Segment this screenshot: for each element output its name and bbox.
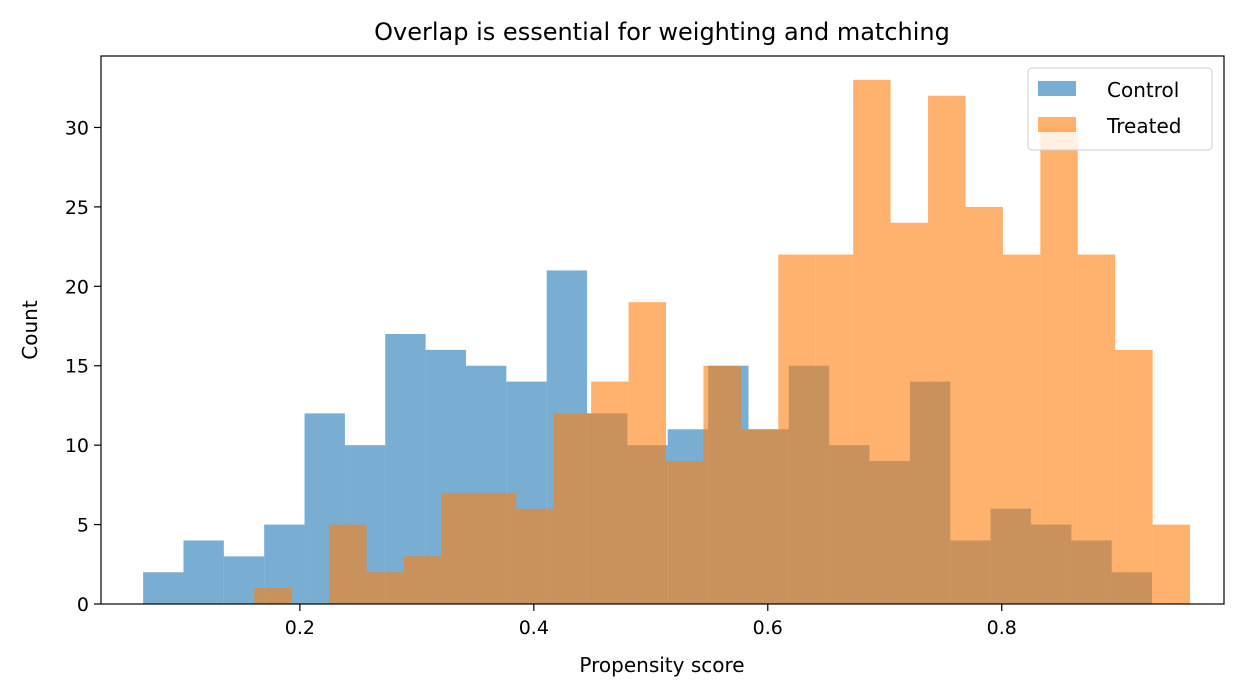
bar-treated-7 xyxy=(516,508,554,604)
legend: Control Treated xyxy=(1027,67,1213,151)
bar-treated-8 xyxy=(553,413,592,604)
bar-treated-6 xyxy=(478,492,517,604)
bar-treated-5 xyxy=(441,492,479,604)
bar-treated-13 xyxy=(740,429,779,604)
bar-treated-11 xyxy=(666,461,704,604)
legend-swatch-control xyxy=(1038,81,1076,96)
bar-treated-24 xyxy=(1152,524,1191,604)
legend-label-control: Control xyxy=(1107,78,1179,102)
bar-treated-23 xyxy=(1115,349,1153,604)
bar-treated-14 xyxy=(778,254,816,604)
bar-control-1 xyxy=(183,540,224,604)
y-tick-label-1: 5 xyxy=(77,515,89,537)
bar-control-0 xyxy=(143,572,184,604)
plot-frame xyxy=(100,55,1225,605)
legend-label-treated: Treated xyxy=(1106,114,1181,138)
y-tick-label-6: 30 xyxy=(65,117,89,139)
y-tick-label-2: 10 xyxy=(65,435,89,457)
bar-treated-15 xyxy=(815,254,854,604)
chart-title: Overlap is essential for weighting and m… xyxy=(374,18,950,46)
bar-treated-9 xyxy=(591,381,629,604)
x-tick-label-1: 0.4 xyxy=(519,617,549,639)
bar-treated-10 xyxy=(628,302,667,604)
y-tick-label-3: 15 xyxy=(65,356,89,378)
bar-treated-17 xyxy=(890,222,929,605)
x-tick-label-0: 0.2 xyxy=(285,617,315,639)
x-axis-label: Propensity score xyxy=(579,653,744,677)
bar-treated-21 xyxy=(1040,127,1078,604)
y-tick-label-4: 20 xyxy=(65,276,89,298)
bar-treated-4 xyxy=(403,556,442,604)
x-tick-label-3: 0.8 xyxy=(987,617,1017,639)
y-tick-label-5: 25 xyxy=(65,197,89,219)
bar-treated-3 xyxy=(366,572,404,604)
bar-treated-20 xyxy=(1002,254,1041,604)
bar-treated-19 xyxy=(965,206,1003,604)
bar-treated-0 xyxy=(254,588,292,604)
bar-treated-12 xyxy=(703,365,741,604)
x-tick-label-2: 0.6 xyxy=(753,617,783,639)
y-axis-label: Count xyxy=(18,300,42,360)
bar-treated-2 xyxy=(329,524,367,604)
bar-treated-22 xyxy=(1077,254,1116,604)
legend-swatch-treated xyxy=(1038,117,1076,132)
y-tick-label-0: 0 xyxy=(77,594,89,616)
y-axis-ticks: 0 5 10 15 20 25 30 xyxy=(65,117,101,616)
bar-treated-16 xyxy=(853,79,891,604)
bars-layer xyxy=(143,79,1191,605)
x-axis-ticks: 0.2 0.4 0.6 0.8 xyxy=(285,604,1017,639)
bar-treated-18 xyxy=(928,95,966,604)
